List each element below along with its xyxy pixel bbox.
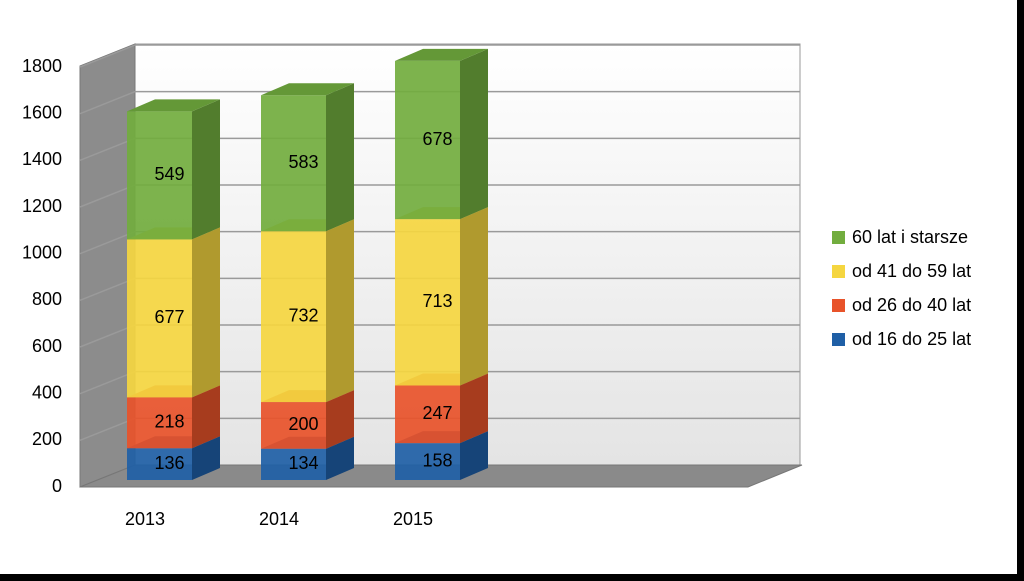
- bar-side: [460, 431, 488, 480]
- bar-side: [192, 99, 220, 240]
- x-tick-label: 2014: [259, 509, 299, 529]
- data-label: 247: [422, 403, 452, 423]
- bar-front: [261, 448, 326, 480]
- bar-side: [460, 48, 488, 220]
- bar-front: [261, 95, 326, 232]
- data-label: 136: [154, 453, 184, 473]
- bar-top: [261, 83, 354, 96]
- data-label: 549: [154, 164, 184, 184]
- legend-label: od 26 do 40 lat: [852, 295, 971, 315]
- bar-front: [261, 231, 326, 403]
- y-tick-label: 0: [52, 476, 62, 496]
- legend-swatch: [832, 333, 845, 346]
- border: [0, 574, 1024, 581]
- legend-swatch: [832, 299, 845, 312]
- y-tick-label: 200: [32, 429, 62, 449]
- bar-front: [127, 239, 192, 398]
- bar-front: [395, 385, 460, 444]
- legend-label: od 41 do 59 lat: [852, 261, 971, 281]
- data-label: 732: [288, 305, 318, 325]
- data-label: 158: [422, 450, 452, 470]
- data-label: 218: [154, 412, 184, 432]
- grid-line: [79, 44, 800, 68]
- bar-front: [127, 448, 192, 480]
- y-tick-label: 600: [32, 336, 62, 356]
- data-label: 583: [288, 152, 318, 172]
- y-tick-label: 1600: [22, 102, 62, 122]
- bar-side: [192, 436, 220, 480]
- bar-side: [326, 83, 354, 232]
- bar-side: [460, 207, 488, 386]
- bar-front: [127, 397, 192, 449]
- data-label: 713: [422, 291, 452, 311]
- y-tick-label: 1800: [22, 56, 62, 76]
- bar-side: [326, 390, 354, 449]
- bar-front: [395, 60, 460, 220]
- y-tick-label: 1000: [22, 242, 62, 262]
- data-label: 134: [288, 453, 318, 473]
- bar-side: [326, 219, 354, 403]
- bar-side: [192, 227, 220, 398]
- bar-top: [127, 99, 220, 112]
- data-label: 200: [288, 414, 318, 434]
- x-tick-label: 2015: [393, 509, 433, 529]
- x-tick-label: 2013: [125, 509, 165, 529]
- grid-line: [79, 90, 800, 115]
- y-tick-label: 1400: [22, 149, 62, 169]
- bar-top: [395, 48, 488, 61]
- bar-side: [192, 385, 220, 449]
- legend-label: 60 lat i starsze: [852, 227, 968, 247]
- bar-side: [460, 373, 488, 444]
- bar-front: [395, 443, 460, 480]
- plot: 136 218 677 549 134 200 732 583 158 247 713 678: [79, 44, 800, 480]
- data-label: 677: [154, 307, 184, 327]
- legend-label: od 16 do 25 lat: [852, 329, 971, 349]
- bar-side: [326, 436, 354, 480]
- bar-front: [395, 219, 460, 386]
- y-tick-label: 400: [32, 382, 62, 402]
- legend-swatch: [832, 231, 845, 244]
- y-tick-label: 1200: [22, 196, 62, 216]
- y-tick-label: 800: [32, 289, 62, 309]
- legend-swatch: [832, 265, 845, 278]
- border: [1017, 0, 1024, 581]
- data-label: 678: [422, 129, 452, 149]
- bar-front: [261, 402, 326, 449]
- bar-front: [127, 111, 192, 240]
